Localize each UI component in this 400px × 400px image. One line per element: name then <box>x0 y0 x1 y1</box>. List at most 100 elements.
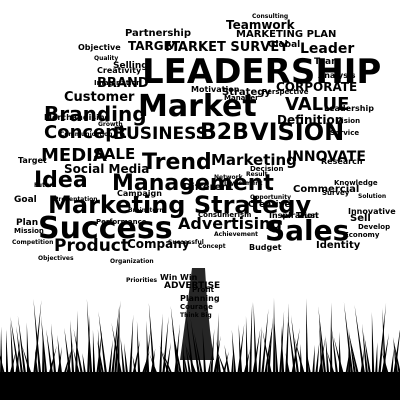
cloud-word: Communication <box>60 131 113 138</box>
cloud-word: Selling <box>113 61 148 71</box>
cloud-word: Product <box>54 236 129 256</box>
grass-blade <box>70 319 75 376</box>
cloud-word: Company <box>127 237 190 251</box>
grass-blade <box>354 304 366 376</box>
grass-blade <box>149 354 159 376</box>
grass-blade <box>330 302 333 376</box>
cloud-word: Develop <box>358 223 391 231</box>
grass-blade <box>170 305 180 376</box>
cloud-word: Budget <box>249 243 282 252</box>
grass-blade <box>185 308 195 376</box>
grass-blade <box>262 329 273 376</box>
grass-blade <box>111 322 123 376</box>
cloud-word: Plan <box>16 218 39 228</box>
cloud-word: B2B <box>200 120 249 145</box>
cloud-word: Profit <box>192 286 214 294</box>
cloud-word: Consumerism <box>198 211 252 219</box>
cloud-word: INNOVATE <box>287 149 366 165</box>
cloud-word: Presentation <box>54 196 98 203</box>
cloud-word: VISION <box>250 118 345 146</box>
grass-blade <box>159 313 163 376</box>
cloud-word: MARKET SURVEY <box>165 40 289 55</box>
grass-blade <box>34 348 39 376</box>
grass-blade <box>325 335 330 376</box>
cloud-word: Sell <box>350 213 371 224</box>
grass-blade <box>393 329 400 376</box>
grass-blade <box>174 323 180 376</box>
grass-blade <box>343 301 354 376</box>
grass-blade <box>17 315 27 376</box>
grass-blade <box>326 350 336 376</box>
cloud-word: Different <box>183 182 234 193</box>
cloud-word: Result <box>246 171 268 178</box>
cloud-word: Knowledge <box>334 179 378 187</box>
cloud-word: Solution <box>358 193 387 200</box>
cloud-word: Planning <box>180 294 220 303</box>
cloud-word: Concept <box>198 243 226 250</box>
cloud-word: Leader <box>300 41 355 57</box>
cloud-word: Marketing Strategy <box>48 191 312 219</box>
grass-blade <box>21 345 33 376</box>
grass-blade <box>162 316 169 376</box>
cloud-word: Creative <box>248 200 291 210</box>
grass-blade <box>345 352 350 376</box>
cloud-word: Research <box>321 157 363 166</box>
grass-blade <box>364 335 372 376</box>
grass-blade <box>146 320 150 376</box>
grass-blade <box>382 307 387 376</box>
grass-blade <box>252 328 261 376</box>
cloud-word: Imagination <box>94 79 142 87</box>
cloud-word: Idea <box>34 168 88 193</box>
grass-blade <box>86 298 93 376</box>
cloud-word: Mission <box>14 227 44 235</box>
grass-blade <box>287 316 297 376</box>
cloud-word: Service <box>330 129 360 137</box>
grass-blade <box>306 298 309 376</box>
cloud-word: TARGET <box>128 39 181 53</box>
grass-blade <box>318 306 327 376</box>
cloud-word: BRAND <box>97 76 149 91</box>
grass-blade <box>132 355 138 376</box>
cloud-word: Customer <box>64 90 135 105</box>
cloud-word: Motivation <box>191 85 240 94</box>
grass-blade <box>285 352 291 376</box>
cloud-word: Target <box>18 156 47 165</box>
cloud-word: Performance <box>96 218 147 226</box>
grass-blade <box>33 298 42 376</box>
grass-silhouette <box>0 297 400 400</box>
grass-ground <box>0 372 400 400</box>
cloud-word: Merchandising <box>44 113 111 122</box>
cloud-word: Opportunity <box>250 194 292 201</box>
grass-blade <box>108 339 113 376</box>
cloud-word: Partnership <box>125 28 192 39</box>
grass-blade <box>245 316 249 376</box>
grass-blade <box>202 327 207 376</box>
grass-blade <box>10 316 21 376</box>
grass-blade <box>48 345 57 376</box>
cloud-word: Competition <box>12 239 54 246</box>
grass-blade <box>57 334 63 376</box>
cloud-word: Global <box>268 40 301 50</box>
cloud-word: Achievement <box>214 231 259 238</box>
grass-blade <box>393 339 399 376</box>
cloud-word: LEADERSHIP <box>142 52 382 92</box>
cloud-word: Leadership <box>324 104 374 113</box>
grass-blade <box>381 350 390 376</box>
grass-blade <box>216 339 222 376</box>
grass-blade <box>159 345 171 376</box>
grass-blade <box>82 353 87 376</box>
cloud-word: Future <box>34 182 57 189</box>
grass-blade <box>249 301 253 376</box>
grass-blade <box>371 312 375 376</box>
grass-blade <box>50 323 57 376</box>
grass-blade <box>348 332 360 376</box>
cloud-word: Marketing <box>211 151 297 169</box>
cloud-word: Growth <box>98 121 123 128</box>
cloud-word: CORPORATE <box>276 80 358 94</box>
cloud-word: ADVERTISE <box>164 281 221 291</box>
cloud-word: Quality <box>94 55 119 62</box>
grass-blade <box>136 320 141 376</box>
grass-blade <box>375 342 378 376</box>
cloud-word: Investment <box>224 180 263 187</box>
